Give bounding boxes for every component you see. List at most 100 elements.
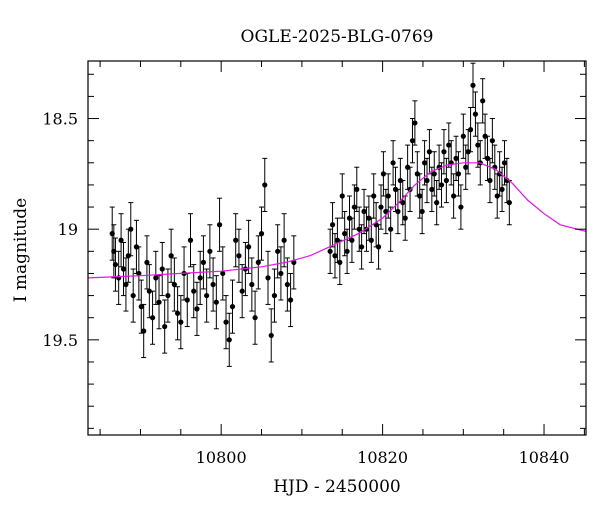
data-point — [419, 188, 425, 235]
point-marker — [361, 208, 367, 215]
point-marker — [480, 98, 486, 104]
data-point — [378, 184, 384, 230]
point-marker — [171, 281, 177, 288]
model-curve — [88, 162, 586, 279]
point-marker — [438, 182, 445, 188]
point-marker — [200, 259, 207, 265]
point-marker — [120, 266, 127, 272]
x-tick-label: 10800 — [196, 448, 247, 467]
data-point — [480, 78, 486, 124]
point-marker — [368, 237, 374, 243]
point-marker — [339, 193, 345, 199]
data-point — [213, 275, 219, 330]
data-point — [431, 151, 437, 197]
point-marker — [460, 133, 466, 139]
point-marker — [118, 237, 124, 243]
data-point — [216, 197, 223, 252]
point-marker — [278, 270, 284, 277]
data-point — [153, 250, 159, 305]
point-marker — [220, 270, 226, 277]
point-marker — [178, 319, 184, 325]
y-tick-label: 19.5 — [42, 331, 78, 350]
point-marker — [506, 200, 512, 206]
point-marker — [271, 292, 278, 299]
data-point — [339, 173, 345, 219]
y-axis-label: I magnitude — [11, 198, 31, 302]
point-marker — [426, 149, 433, 155]
plot-area — [88, 62, 586, 367]
data-point — [375, 224, 382, 270]
x-tick-label: 10820 — [357, 448, 408, 467]
point-marker — [275, 248, 281, 254]
data-point — [123, 257, 129, 312]
y-tick-labels: 18.5 19 19.5 — [42, 110, 78, 350]
point-marker — [258, 231, 265, 237]
point-marker — [226, 337, 232, 343]
point-marker — [349, 237, 355, 243]
data-point — [371, 173, 377, 219]
point-marker — [424, 177, 430, 184]
point-marker — [216, 222, 223, 228]
data-point — [236, 228, 242, 283]
point-marker — [265, 275, 271, 281]
data-point — [356, 206, 362, 252]
point-marker — [162, 323, 168, 330]
point-marker — [174, 310, 181, 316]
data-point — [184, 272, 190, 328]
point-marker — [451, 193, 457, 199]
data-point — [475, 122, 481, 168]
point-marker — [153, 275, 159, 281]
data-point — [487, 157, 493, 204]
point-marker — [419, 208, 425, 215]
data-point — [265, 250, 271, 305]
point-marker — [149, 315, 156, 321]
point-marker — [412, 120, 418, 126]
point-marker — [168, 253, 174, 259]
point-marker — [421, 160, 428, 166]
data-point — [349, 217, 355, 263]
data-point — [424, 157, 430, 204]
point-marker — [159, 266, 165, 272]
data-point — [412, 100, 418, 146]
data-point — [116, 250, 122, 305]
point-marker — [332, 253, 338, 259]
point-marker — [327, 248, 333, 254]
data-point — [489, 118, 495, 164]
data-point — [385, 173, 391, 219]
data-point — [156, 275, 162, 330]
data-point — [174, 286, 181, 341]
data-point — [118, 213, 124, 268]
point-marker — [130, 292, 136, 299]
point-marker — [197, 275, 203, 281]
data-point — [187, 213, 194, 268]
point-marker — [138, 304, 144, 310]
data-point — [470, 62, 476, 108]
point-marker — [388, 226, 394, 232]
data-point — [223, 295, 229, 350]
point-marker — [446, 142, 452, 148]
point-marker — [246, 244, 252, 250]
data-point — [262, 157, 268, 212]
y-tick-label: 19 — [58, 220, 78, 239]
point-marker — [378, 204, 384, 210]
data-point — [246, 219, 252, 274]
point-marker — [112, 261, 119, 268]
data-point — [171, 257, 177, 312]
point-marker — [194, 306, 200, 312]
data-point — [144, 235, 150, 290]
data-point — [130, 268, 136, 323]
data-point — [255, 235, 261, 290]
point-marker — [429, 186, 435, 192]
data-point — [128, 202, 134, 257]
point-marker — [236, 253, 242, 259]
point-marker — [252, 315, 258, 321]
point-marker — [207, 248, 213, 254]
point-marker — [213, 299, 219, 305]
data-point — [390, 140, 396, 186]
data-point — [354, 166, 360, 212]
data-point — [138, 279, 144, 334]
data-point — [136, 246, 142, 301]
data-point — [233, 213, 239, 268]
point-marker — [356, 226, 362, 232]
